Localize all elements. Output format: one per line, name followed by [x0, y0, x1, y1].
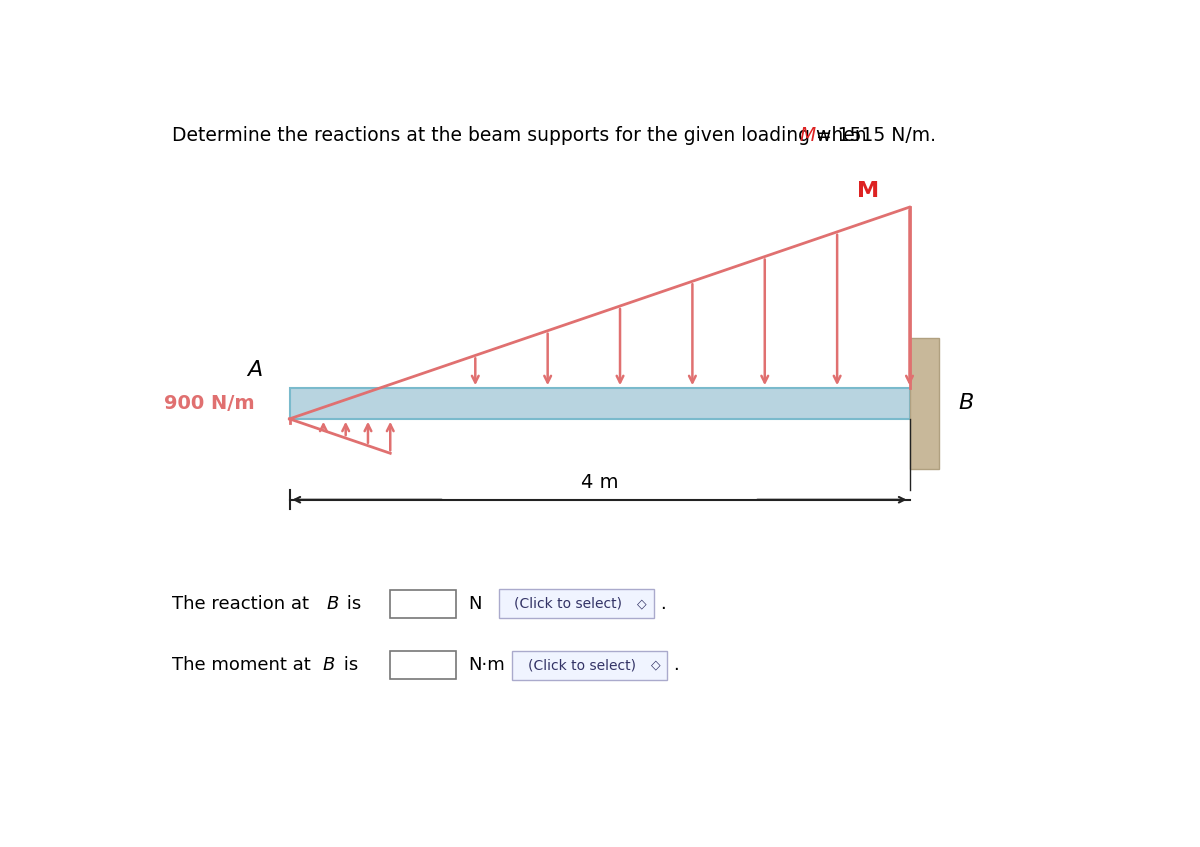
- Bar: [512, 650, 667, 680]
- Bar: [289, 388, 910, 419]
- Text: .: .: [673, 656, 679, 674]
- Text: $\it{M}$: $\it{M}$: [799, 126, 817, 146]
- Text: N: N: [468, 595, 481, 612]
- Bar: [390, 590, 456, 617]
- Text: 4 m: 4 m: [581, 473, 618, 492]
- Text: ◇: ◇: [650, 659, 660, 672]
- Text: $\bf{M}$: $\bf{M}$: [856, 181, 878, 201]
- Text: (Click to select): (Click to select): [528, 658, 636, 673]
- Text: $\it{B}$: $\it{B}$: [322, 656, 335, 674]
- Bar: [390, 651, 456, 679]
- Text: 900 N/m: 900 N/m: [164, 394, 254, 413]
- Text: $\it{A}$: $\it{A}$: [246, 360, 263, 380]
- Text: The moment at: The moment at: [172, 656, 317, 674]
- Text: (Click to select): (Click to select): [515, 596, 623, 611]
- Text: $\it{B}$: $\it{B}$: [326, 595, 340, 612]
- Text: The reaction at: The reaction at: [172, 595, 314, 612]
- Text: .: .: [660, 595, 666, 612]
- Text: Determine the reactions at the beam supports for the given loading when: Determine the reactions at the beam supp…: [172, 126, 872, 146]
- Text: ◇: ◇: [637, 597, 647, 610]
- Bar: [499, 589, 654, 618]
- Text: $\it{B}$: $\it{B}$: [958, 394, 973, 413]
- Text: is: is: [342, 595, 361, 612]
- Text: = 1515 N/m.: = 1515 N/m.: [816, 126, 936, 146]
- Text: N·m: N·m: [468, 656, 504, 674]
- Bar: [910, 338, 938, 469]
- Text: is: is: [337, 656, 358, 674]
